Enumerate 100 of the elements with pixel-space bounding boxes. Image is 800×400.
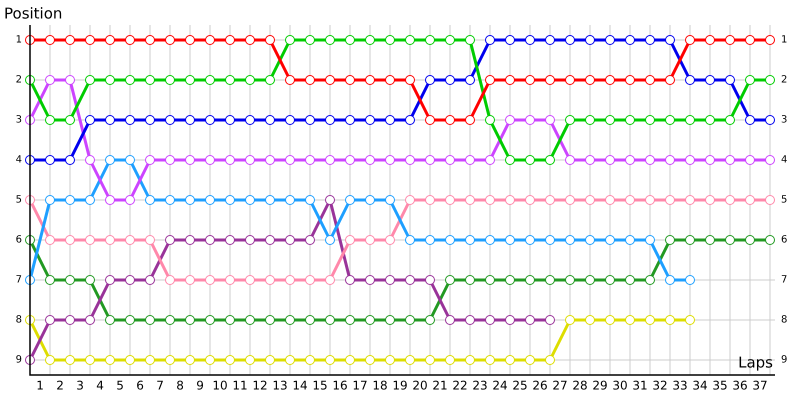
point [265,155,275,165]
point [725,115,735,125]
point [165,355,175,365]
point [105,275,115,285]
point [145,115,155,125]
point [425,275,435,285]
y-tick-label: 1 [16,34,22,46]
x-tick-label: 30 [612,378,628,392]
point [605,115,615,125]
point [765,115,775,125]
point [385,315,395,325]
point [565,35,575,45]
point [45,315,55,325]
point [365,275,375,285]
point [525,155,535,165]
point [305,115,315,125]
y2-tick-label: 3 [781,114,788,126]
point [525,235,535,245]
point [445,195,455,205]
point [625,115,635,125]
point [465,35,475,45]
point [545,235,555,245]
point [665,315,675,325]
point [745,115,755,125]
point [245,35,255,45]
point [685,275,695,285]
point [645,35,655,45]
point [205,275,215,285]
point [65,115,75,125]
point [765,155,775,165]
point [685,75,695,85]
point [65,235,75,245]
point [405,155,415,165]
point [705,155,715,165]
point [465,155,475,165]
point [405,195,415,205]
y2-tick-label: 1 [781,34,788,46]
point [465,195,475,205]
point [265,235,275,245]
point [425,195,435,205]
point [765,235,775,245]
point [265,75,275,85]
point [585,155,595,165]
point [105,195,115,205]
point [545,275,555,285]
point [285,355,295,365]
point [365,315,375,325]
point [465,355,475,365]
point [405,75,415,85]
point [245,355,255,365]
point [585,75,595,85]
point [85,155,95,165]
y-tick-label: 7 [16,274,22,286]
x-tick-label: 31 [632,378,648,392]
point [205,315,215,325]
point [705,75,715,85]
point [305,35,315,45]
point [45,115,55,125]
point [585,275,595,285]
point [65,75,75,85]
point [565,235,575,245]
point [305,195,315,205]
point [185,75,195,85]
point [485,35,495,45]
y2-tick-label: 4 [781,154,788,166]
point [145,235,155,245]
x-tick-label: 12 [252,378,268,392]
point [105,155,115,165]
point [545,155,555,165]
point [545,35,555,45]
point [105,235,115,245]
x-tick-label: 20 [412,378,428,392]
point [565,115,575,125]
x-tick-label: 9 [196,378,204,392]
point [285,155,295,165]
point [725,35,735,45]
point [445,75,455,85]
point [665,275,675,285]
point [145,155,155,165]
x-tick-label: 3 [76,378,84,392]
x-tick-label: 37 [752,378,768,392]
x-tick-label: 24 [492,378,508,392]
point [645,115,655,125]
point [445,35,455,45]
point [385,275,395,285]
point [525,275,535,285]
point [625,195,635,205]
point [745,35,755,45]
point [285,275,295,285]
point [465,275,475,285]
x-tick-label: 33 [672,378,688,392]
point [705,115,715,125]
point [745,195,755,205]
point [665,155,675,165]
point [665,75,675,85]
point [705,35,715,45]
point [45,355,55,365]
point [385,155,395,165]
y-tick-label: 2 [16,74,22,86]
point [225,195,235,205]
